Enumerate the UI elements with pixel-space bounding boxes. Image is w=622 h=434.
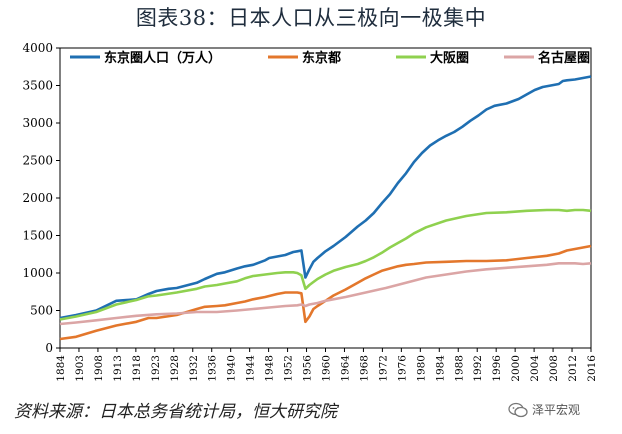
- legend-label-0: 东京圈人口（万人）: [104, 50, 221, 66]
- x-tick-label: 1932: [188, 355, 200, 382]
- x-tick-label: 1960: [321, 355, 333, 382]
- x-tick-label: 1940: [226, 355, 238, 382]
- x-tick-label: 1936: [207, 355, 219, 382]
- x-tick-label: 2008: [548, 355, 560, 382]
- y-tick-label: 3500: [22, 79, 53, 93]
- x-tick-label: 1913: [112, 355, 124, 382]
- x-tick-label: 1952: [283, 355, 295, 382]
- watermark-text: 泽平宏观: [532, 403, 581, 417]
- x-tick-label: 2004: [529, 355, 541, 382]
- x-tick-label: 1908: [93, 355, 105, 382]
- legend-label-2: 大阪圈: [430, 50, 469, 66]
- series-line-2: [59, 208, 592, 321]
- x-tick-label: 1996: [491, 355, 503, 382]
- y-tick-label: 500: [30, 304, 53, 318]
- x-tick-label: 1968: [358, 355, 370, 382]
- x-tick-label: 1928: [169, 355, 181, 382]
- x-tick-label: 2012: [567, 355, 579, 382]
- x-tick-label: 1980: [415, 355, 427, 382]
- series-line-0: [59, 75, 592, 320]
- x-tick-label: 1884: [55, 355, 67, 382]
- y-tick-label: 4000: [22, 41, 53, 55]
- y-tick-label: 1000: [22, 266, 53, 280]
- plot-frame: [59, 47, 592, 349]
- legend-label-1: 东京都: [302, 50, 341, 66]
- y-tick-label: 0: [45, 341, 53, 355]
- watermark: 泽平宏观: [508, 401, 580, 418]
- legend-label-3: 名古屋圈: [538, 50, 590, 66]
- x-tick-label: 1972: [377, 355, 389, 382]
- x-tick-label: 1903: [74, 355, 86, 382]
- x-tick-label: 1964: [339, 355, 351, 382]
- x-tick-label: 1956: [302, 355, 314, 382]
- y-tick-label: 2000: [22, 191, 53, 205]
- x-tick-label: 1976: [396, 355, 408, 382]
- y-tick-label: 1500: [22, 229, 53, 243]
- x-tick-label: 1948: [264, 355, 276, 382]
- x-tick-label: 1918: [131, 355, 143, 382]
- x-tick-label: 1984: [434, 355, 446, 382]
- chart-title: 图表38：日本人口从三极向一极集中: [135, 6, 487, 30]
- source-note: 资料来源：日本总务省统计局，恒大研究院: [14, 402, 337, 422]
- series-line-3: [59, 262, 592, 326]
- y-tick-label: 3000: [22, 116, 53, 130]
- wechat-icon: [508, 402, 528, 417]
- y-tick-label: 2500: [22, 154, 53, 168]
- x-tick-label: 1923: [150, 355, 162, 382]
- x-tick-label: 1988: [453, 355, 465, 382]
- series-line-1: [59, 244, 592, 341]
- x-tick-label: 2016: [586, 355, 598, 382]
- x-tick-label: 2000: [510, 355, 522, 382]
- x-tick-label: 1992: [472, 355, 484, 382]
- x-tick-label: 1944: [245, 355, 257, 382]
